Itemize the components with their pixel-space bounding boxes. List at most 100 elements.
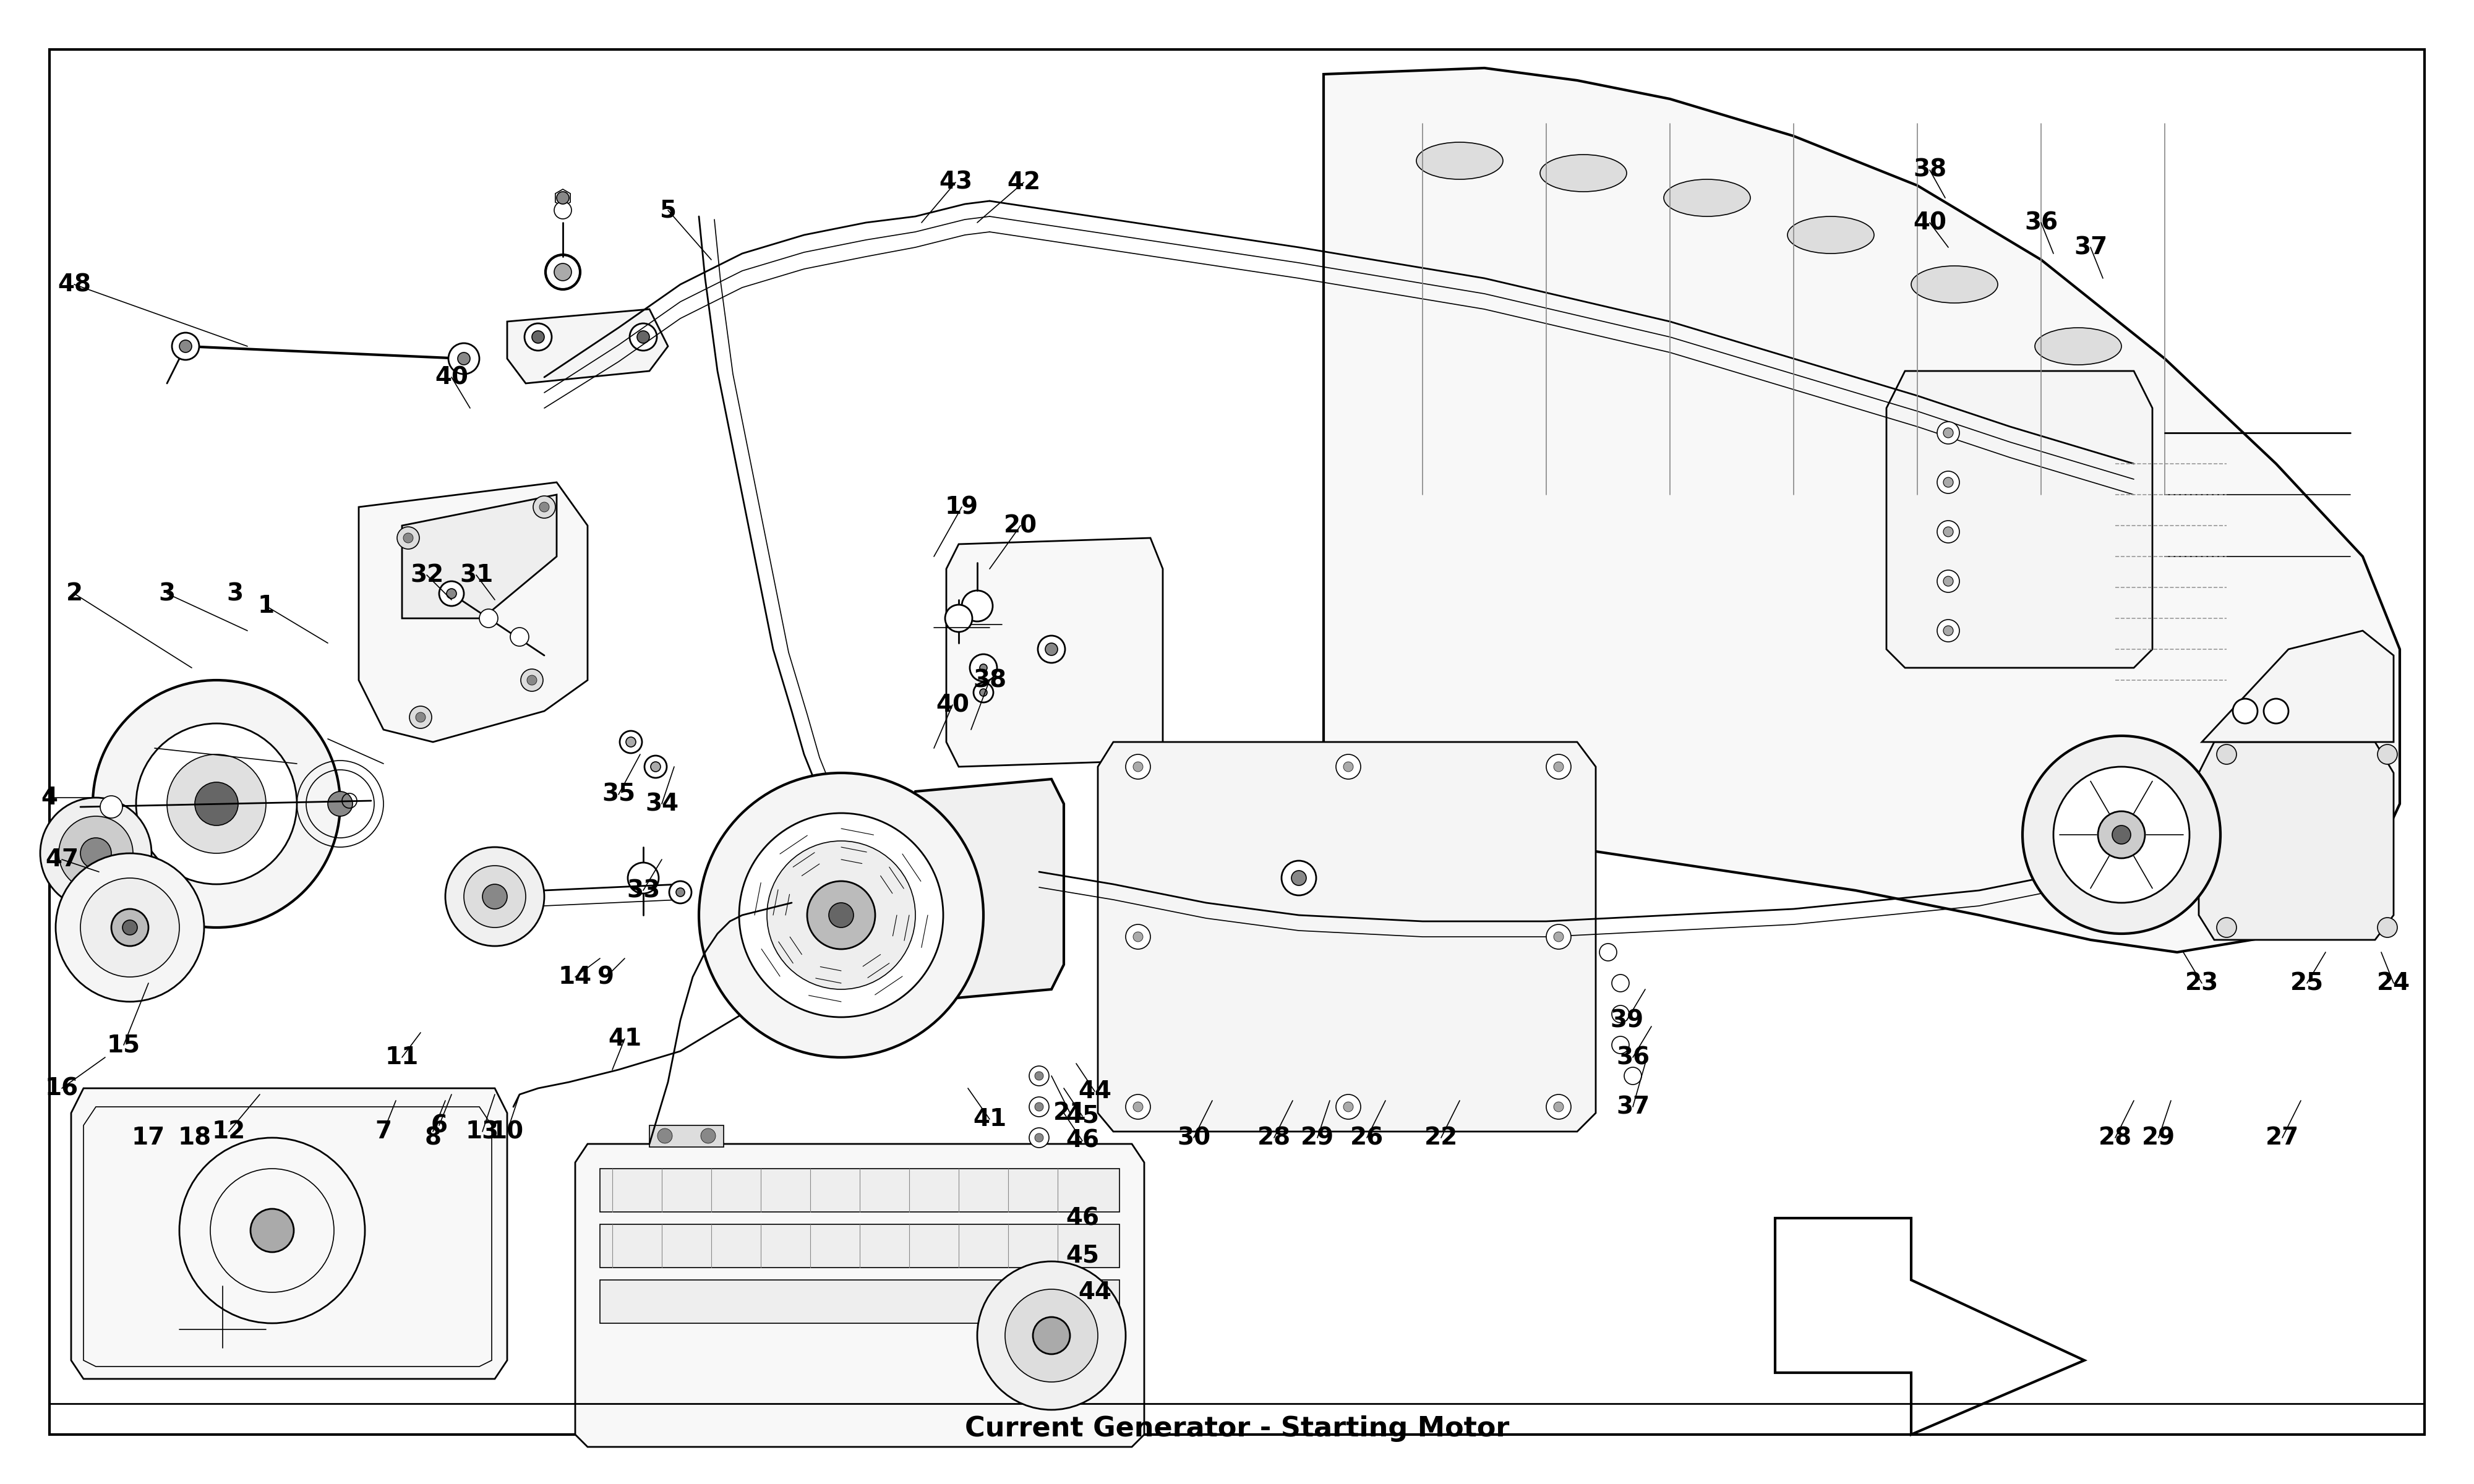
Circle shape (1554, 1101, 1564, 1112)
Circle shape (962, 591, 992, 622)
Circle shape (829, 902, 854, 927)
Circle shape (1291, 871, 1306, 886)
Polygon shape (507, 309, 668, 383)
Circle shape (1945, 427, 1954, 438)
Text: 10: 10 (490, 1120, 524, 1143)
Text: 29: 29 (1301, 1126, 1333, 1150)
Text: 28: 28 (2098, 1126, 2133, 1150)
Circle shape (250, 1209, 294, 1252)
Circle shape (2264, 699, 2288, 723)
Text: 7: 7 (376, 1120, 391, 1143)
Circle shape (1613, 1036, 1628, 1054)
Circle shape (79, 879, 178, 976)
Circle shape (168, 754, 267, 853)
Circle shape (658, 1128, 673, 1143)
Circle shape (2217, 917, 2236, 938)
Circle shape (54, 853, 203, 1002)
Polygon shape (2202, 631, 2395, 742)
Polygon shape (1776, 1218, 2083, 1435)
Circle shape (136, 723, 297, 884)
Circle shape (2232, 699, 2256, 723)
Circle shape (539, 502, 549, 512)
Polygon shape (242, 689, 267, 726)
Text: 43: 43 (938, 171, 972, 194)
Circle shape (1029, 1066, 1049, 1086)
Text: 1: 1 (257, 594, 275, 617)
Text: 45: 45 (1066, 1104, 1098, 1128)
Text: 15: 15 (106, 1033, 141, 1057)
Polygon shape (299, 767, 334, 788)
Circle shape (1546, 754, 1571, 779)
Circle shape (1133, 1101, 1143, 1112)
Text: 31: 31 (460, 564, 492, 586)
Polygon shape (302, 804, 336, 819)
Text: 32: 32 (411, 564, 443, 586)
Circle shape (1546, 1095, 1571, 1119)
Circle shape (945, 605, 972, 632)
Text: 33: 33 (626, 879, 661, 902)
Circle shape (1133, 932, 1143, 942)
Circle shape (1034, 1318, 1069, 1353)
Text: 41: 41 (609, 1027, 641, 1051)
Text: 45: 45 (1066, 1244, 1098, 1267)
Circle shape (1126, 754, 1150, 779)
Text: 28: 28 (1257, 1126, 1291, 1150)
Circle shape (740, 813, 943, 1017)
Text: 13: 13 (465, 1120, 500, 1143)
Text: 8: 8 (426, 1126, 440, 1150)
Text: 44: 44 (1079, 1281, 1111, 1304)
Circle shape (1598, 944, 1618, 962)
Text: 11: 11 (386, 1046, 418, 1068)
Circle shape (458, 352, 470, 365)
Polygon shape (218, 683, 233, 718)
Polygon shape (200, 890, 218, 925)
Circle shape (628, 862, 658, 893)
Circle shape (700, 773, 985, 1057)
Text: 36: 36 (1616, 1046, 1650, 1068)
Text: 36: 36 (2024, 211, 2058, 234)
Circle shape (554, 264, 571, 280)
Text: 37: 37 (1616, 1095, 1650, 1119)
Circle shape (480, 608, 497, 628)
Text: 16: 16 (45, 1076, 79, 1100)
Polygon shape (72, 1088, 507, 1379)
Circle shape (1554, 761, 1564, 772)
Polygon shape (294, 831, 332, 855)
Circle shape (554, 202, 571, 218)
Circle shape (700, 1128, 715, 1143)
Circle shape (767, 841, 915, 990)
Circle shape (527, 675, 537, 686)
Polygon shape (134, 867, 166, 901)
Text: 22: 22 (1425, 1126, 1457, 1150)
Polygon shape (359, 482, 589, 742)
Circle shape (2217, 745, 2236, 764)
Text: 3: 3 (158, 582, 176, 605)
Polygon shape (1888, 371, 2152, 668)
Ellipse shape (1415, 142, 1504, 180)
Text: 6: 6 (430, 1113, 448, 1137)
Circle shape (1937, 521, 1959, 543)
Circle shape (482, 884, 507, 908)
Circle shape (195, 782, 238, 825)
Circle shape (124, 920, 139, 935)
Circle shape (1945, 527, 1954, 537)
Polygon shape (119, 721, 153, 752)
Text: 25: 25 (2291, 972, 2323, 994)
Text: 38: 38 (972, 668, 1007, 692)
Circle shape (643, 755, 668, 778)
Ellipse shape (1663, 180, 1752, 217)
Circle shape (1613, 1006, 1628, 1022)
Circle shape (1554, 932, 1564, 942)
Circle shape (416, 712, 426, 723)
Text: 40: 40 (435, 365, 468, 389)
Circle shape (532, 331, 544, 343)
Bar (599, 1169, 1118, 1212)
Circle shape (1034, 1071, 1044, 1080)
Text: 5: 5 (661, 199, 675, 223)
Ellipse shape (1539, 154, 1628, 191)
Text: 46: 46 (1066, 1206, 1098, 1230)
Circle shape (651, 761, 661, 772)
Circle shape (2098, 812, 2145, 858)
Circle shape (1343, 761, 1353, 772)
Circle shape (668, 881, 693, 904)
